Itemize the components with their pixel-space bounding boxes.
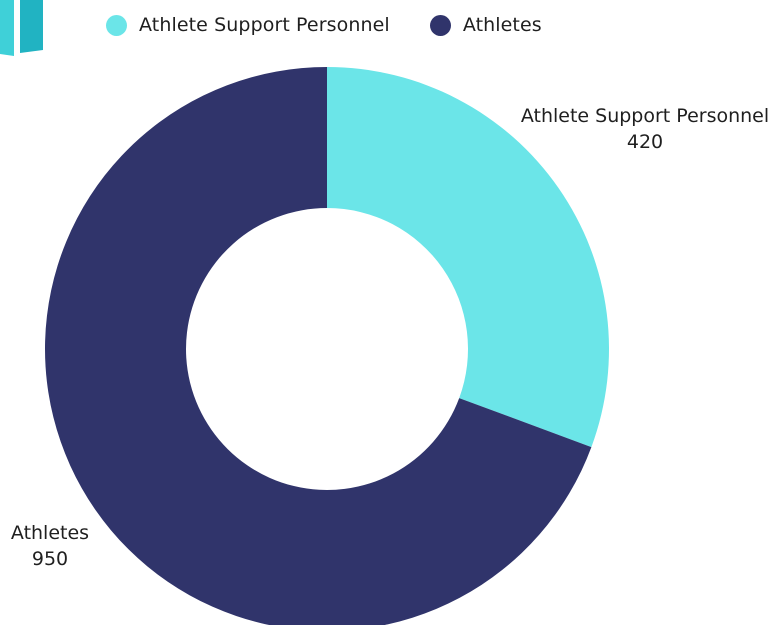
corner-decoration: [0, 0, 43, 56]
data-label-value-athletes: 950: [31, 548, 69, 570]
decor-stripe-dark: [20, 0, 43, 53]
legend-swatch-athletes: [429, 14, 451, 36]
data-label-athletes: Athletes 950: [0, 520, 100, 572]
data-label-name-athlete-support-personnel: Athlete Support Personnel: [520, 105, 770, 127]
data-label-athlete-support-personnel: Athlete Support Personnel 420: [520, 103, 770, 155]
legend-swatch-athlete-support-personnel: [106, 14, 127, 36]
legend-label-athlete-support-personnel: Athlete Support Personnel: [139, 14, 390, 36]
legend-item-athlete-support-personnel[interactable]: Athlete Support Personnel: [106, 14, 390, 36]
data-label-value-athlete-support-personnel: 420: [626, 131, 664, 153]
slice-athlete-support-personnel[interactable]: [327, 67, 610, 448]
slice-athletes[interactable]: [45, 67, 592, 625]
chart-legend: Athlete Support Personnel Athletes: [106, 14, 582, 36]
legend-item-athletes[interactable]: Athletes: [429, 14, 542, 36]
data-label-name-athletes: Athletes: [10, 522, 90, 544]
legend-label-athletes: Athletes: [462, 14, 542, 36]
decor-stripe-light: [0, 0, 14, 56]
